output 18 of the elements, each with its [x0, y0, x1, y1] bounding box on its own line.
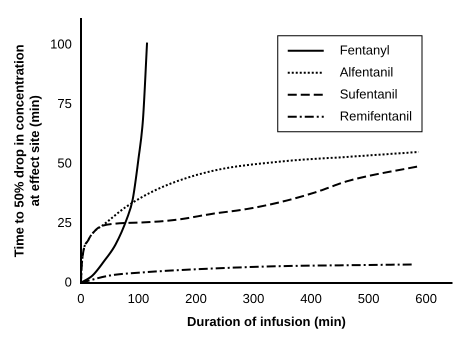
x-tick-label: 200 — [185, 291, 207, 306]
x-tick-label: 400 — [300, 291, 322, 306]
y-tick-label: 50 — [57, 155, 72, 170]
legend-label: Alfentanil — [340, 64, 394, 80]
y-tick-label: 25 — [57, 214, 72, 230]
legend-label: Remifentanil — [340, 108, 412, 124]
x-axis-title: Duration of infusion (min) — [187, 314, 346, 329]
x-tick-label: 0 — [77, 291, 85, 306]
x-tick-label: 600 — [415, 291, 437, 306]
legend-label: Sufentanil — [340, 86, 398, 102]
x-tick-label: 100 — [128, 291, 150, 306]
y-axis-title: Time to 50% drop in concentration at effect site (min) — [11, 44, 42, 258]
y-tick-label: 0 — [64, 274, 72, 290]
y-tick-label: 100 — [50, 36, 72, 52]
legend-label: Fentanyl — [340, 42, 390, 58]
x-tick-label: 300 — [242, 291, 264, 306]
y-tick-label: 75 — [57, 96, 72, 111]
x-tick-label: 500 — [358, 291, 380, 306]
